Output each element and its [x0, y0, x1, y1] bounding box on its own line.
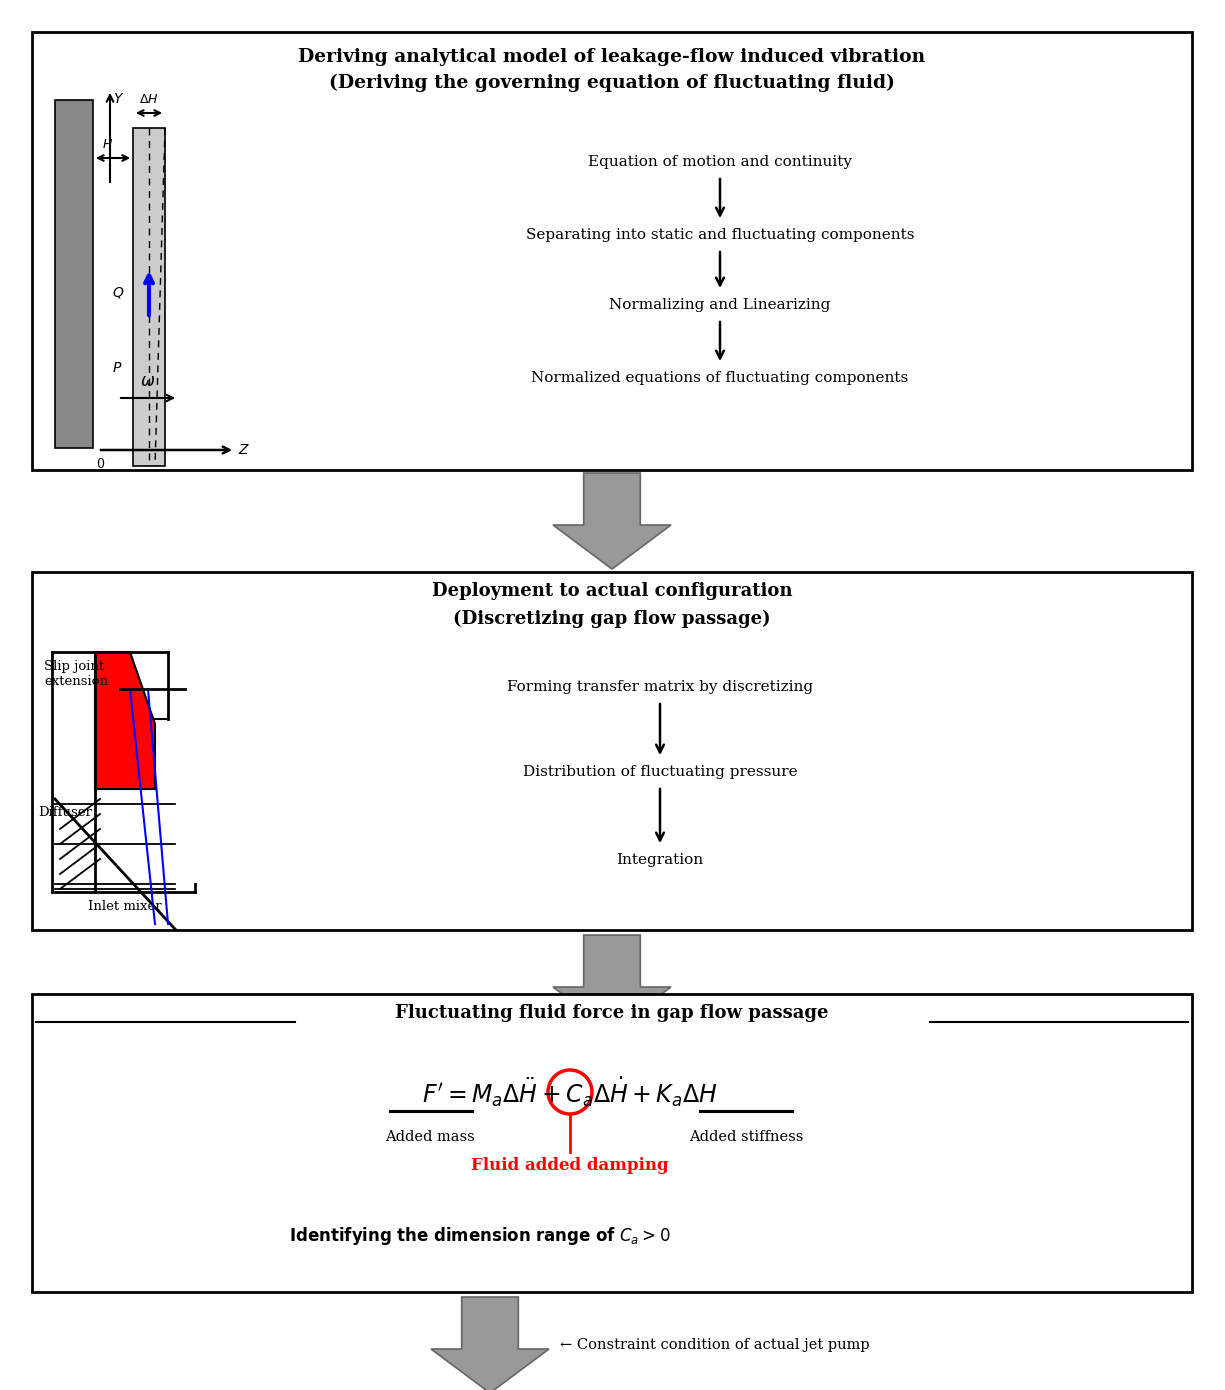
Text: (Discretizing gap flow passage): (Discretizing gap flow passage) [453, 610, 771, 628]
Text: Separating into static and fluctuating components: Separating into static and fluctuating c… [526, 228, 914, 242]
Text: $F'= M_a\Delta\ddot{H} + C_a\Delta\dot{H} + K_a\Delta H$: $F'= M_a\Delta\ddot{H} + C_a\Delta\dot{H… [423, 1074, 718, 1109]
Text: Added mass: Added mass [385, 1130, 475, 1144]
Text: Added stiffness: Added stiffness [688, 1130, 804, 1144]
Bar [32, 994, 1192, 1291]
Bar [55, 100, 93, 448]
Text: $Z$: $Z$ [238, 443, 250, 457]
Text: 0: 0 [96, 457, 104, 471]
Text: Deployment to actual configuration: Deployment to actual configuration [431, 582, 793, 600]
Text: Forming transfer matrix by discretizing: Forming transfer matrix by discretizing [507, 680, 813, 694]
Text: Normalizing and Linearizing: Normalizing and Linearizing [609, 297, 831, 311]
Text: Equation of motion and continuity: Equation of motion and continuity [588, 156, 853, 170]
Polygon shape [431, 1297, 549, 1390]
Text: $\mathbf{Identifying\ the\ dimension\ range\ of}\ C_a > 0$: $\mathbf{Identifying\ the\ dimension\ ra… [289, 1225, 671, 1247]
Bar [32, 32, 1192, 470]
Text: Normalized equations of fluctuating components: Normalized equations of fluctuating comp… [532, 371, 909, 385]
Text: ← Constraint condition of actual jet pump: ← Constraint condition of actual jet pum… [560, 1339, 870, 1352]
Text: Distribution of fluctuating pressure: Distribution of fluctuating pressure [523, 765, 797, 778]
Text: Inlet mixer: Inlet mixer [88, 899, 162, 913]
Text: Slip joint
extension: Slip joint extension [44, 660, 108, 688]
Text: (Deriving the governing equation of fluctuating fluid): (Deriving the governing equation of fluc… [330, 74, 895, 92]
Text: $P$: $P$ [111, 361, 122, 375]
Text: Integration: Integration [616, 853, 703, 867]
Text: $Q$: $Q$ [111, 285, 124, 300]
Polygon shape [552, 473, 671, 569]
Polygon shape [552, 935, 671, 1031]
Text: Diffuser: Diffuser [38, 805, 92, 819]
Text: $\Delta H$: $\Delta H$ [140, 93, 159, 106]
Bar [32, 573, 1192, 930]
Text: $H$: $H$ [103, 138, 114, 152]
Text: $Y$: $Y$ [113, 92, 125, 106]
Text: $\omega$: $\omega$ [141, 374, 156, 391]
Bar [134, 128, 165, 466]
Text: Fluctuating fluid force in gap flow passage: Fluctuating fluid force in gap flow pass… [396, 1004, 829, 1022]
Polygon shape [96, 652, 156, 790]
Text: Deriving analytical model of leakage-flow induced vibration: Deriving analytical model of leakage-flo… [299, 49, 926, 65]
Text: Fluid added damping: Fluid added damping [472, 1156, 669, 1175]
